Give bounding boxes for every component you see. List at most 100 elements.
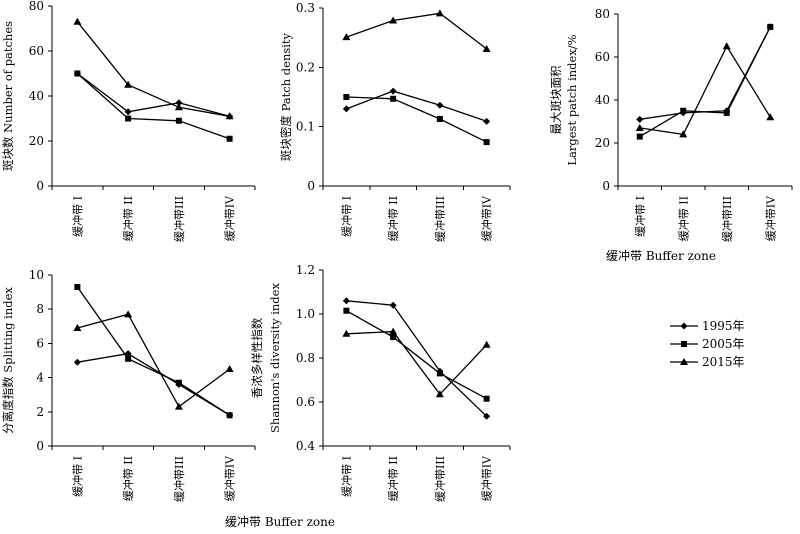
y-tick-label: 40 bbox=[595, 93, 610, 107]
y-tick-label: 10 bbox=[29, 268, 44, 282]
y-tick-label: 0.6 bbox=[296, 395, 315, 409]
x-tick-label: 缓冲带 I bbox=[339, 456, 353, 497]
y-tick-label: 0 bbox=[602, 179, 610, 193]
chart-panel-3: 0 20 40 60 80 缓冲带 I 缓冲带 II 缓冲带III 缓冲带IV 最大斑块面积 Lar… bbox=[549, 7, 793, 242]
chart-panel-4: 0 2 4 6 8 10 缓冲带 I 缓冲带 II 缓冲带III 缓冲带IV 分离度指数 Split… bbox=[1, 268, 256, 502]
series-line-2015年 bbox=[346, 330, 488, 396]
y-tick-label: 80 bbox=[595, 7, 610, 21]
data-point-square bbox=[175, 379, 182, 386]
data-point-triangle bbox=[635, 123, 644, 131]
data-point-square bbox=[74, 283, 81, 290]
y-tick-label: 1.0 bbox=[296, 307, 315, 321]
series-line-2015年 bbox=[76, 21, 230, 117]
series-line-2005年 bbox=[76, 73, 230, 140]
legend-item-2005: 2005年 bbox=[670, 337, 745, 351]
data-point-diamond bbox=[636, 115, 644, 123]
data-point-diamond bbox=[73, 358, 81, 366]
y-tick-label: 1.2 bbox=[296, 263, 315, 277]
series-line-2015年 bbox=[77, 313, 230, 408]
y-tick-label: 0.2 bbox=[296, 60, 315, 74]
x-tick-label: 缓冲带 I bbox=[339, 196, 353, 237]
y-tick-label: 0 bbox=[36, 439, 44, 453]
data-point-triangle bbox=[225, 365, 234, 373]
data-point-square bbox=[343, 307, 350, 314]
x-tick-label: 缓冲带III bbox=[172, 196, 186, 242]
data-point-diamond bbox=[483, 412, 491, 420]
data-point-diamond bbox=[483, 117, 491, 125]
y-tick-label: 20 bbox=[29, 134, 44, 148]
series-line-1995年 bbox=[346, 300, 488, 417]
data-point-triangle bbox=[435, 390, 444, 398]
series-line-1995年 bbox=[77, 72, 230, 117]
x-tick-label: 缓冲带IV bbox=[480, 195, 494, 241]
data-point-diamond bbox=[389, 301, 397, 309]
data-point-diamond bbox=[342, 105, 350, 113]
data-point-triangle bbox=[124, 80, 133, 88]
y-tick-label: 60 bbox=[29, 44, 44, 58]
legend-label-2015: 2015年 bbox=[702, 355, 745, 369]
series-line-2015年 bbox=[639, 44, 771, 136]
y-axis-label: 分离度指数 Splitting index bbox=[1, 287, 15, 434]
x-tick-label: 缓冲带 I bbox=[70, 196, 84, 237]
y-tick-label: 20 bbox=[595, 136, 610, 150]
y-axis-label: 斑块密度 Patch density bbox=[279, 32, 293, 161]
x-tick-label: 缓冲带 II bbox=[121, 456, 135, 501]
data-point-triangle bbox=[389, 327, 398, 335]
x-tick-label: 缓冲带 II bbox=[386, 196, 400, 241]
y-tick-label: 2 bbox=[36, 405, 44, 419]
series-line-2005年 bbox=[346, 310, 487, 400]
chart-panel-1: 0 20 40 60 80 缓冲带 I 缓冲带 II 缓冲带III 缓冲带IV 斑块数 Numbe… bbox=[1, 0, 256, 242]
x-tick-label: 缓冲带III bbox=[720, 196, 734, 242]
y-axis-label-zh: 最大斑块面积 bbox=[549, 65, 563, 134]
y-tick-label: 0.4 bbox=[296, 439, 315, 453]
y-tick-label: 80 bbox=[29, 0, 44, 13]
x-tick-label: 缓冲带IV bbox=[223, 455, 237, 501]
y-axis-label: 斑块数 Number of patches bbox=[1, 21, 15, 171]
data-point-square bbox=[226, 135, 233, 142]
data-point-square bbox=[680, 107, 687, 114]
data-point-triangle bbox=[73, 17, 82, 25]
x-axis-label-top: 缓冲带 Buffer zone bbox=[606, 248, 716, 263]
data-point-square bbox=[483, 395, 490, 402]
data-point-triangle bbox=[435, 9, 444, 17]
x-tick-label: 缓冲带III bbox=[433, 196, 447, 242]
y-tick-label: 60 bbox=[595, 50, 610, 64]
legend-item-2015: 2015年 bbox=[670, 355, 745, 369]
y-tick-label: 40 bbox=[29, 89, 44, 103]
series-line-2015年 bbox=[346, 12, 487, 50]
y-axis-label-en: Shannon's diversity index bbox=[268, 283, 282, 433]
y-tick-label: 0.1 bbox=[296, 120, 315, 134]
y-axis-label-zh: 香浓多样性指数 bbox=[250, 317, 264, 398]
data-point-diamond bbox=[389, 87, 397, 95]
chart-panel-2: 0 0.1 0.2 0.3 缓冲带 I 缓冲带 II 缓冲带III 缓冲带IV 斑块密度 Pat… bbox=[279, 1, 511, 242]
data-point-diamond bbox=[175, 99, 183, 107]
data-point-triangle bbox=[679, 130, 688, 138]
data-point-square bbox=[74, 70, 81, 77]
data-point-triangle bbox=[225, 112, 234, 120]
x-tick-label: 缓冲带 I bbox=[633, 196, 647, 237]
chart-panel-5: 0.4 0.6 0.8 1.0 1.2 缓冲带 I 缓冲带 II 缓冲带III 缓冲带IV 香浓多… bbox=[250, 263, 511, 502]
data-point-square bbox=[390, 95, 397, 102]
data-point-triangle bbox=[482, 340, 491, 348]
x-tick-label: 缓冲带 II bbox=[676, 196, 690, 241]
legend-label-1995: 1995年 bbox=[702, 319, 745, 333]
data-point-triangle bbox=[342, 33, 351, 41]
legend-label-2005: 2005年 bbox=[702, 337, 745, 351]
data-point-square bbox=[390, 334, 397, 341]
data-point-square bbox=[125, 355, 132, 362]
x-axis-label-bottom: 缓冲带 Buffer zone bbox=[225, 514, 335, 529]
data-point-triangle bbox=[722, 42, 731, 50]
data-point-square bbox=[226, 412, 233, 419]
x-tick-label: 缓冲带 I bbox=[70, 456, 84, 497]
y-tick-label: 0.8 bbox=[296, 351, 315, 365]
y-tick-label: 0.3 bbox=[296, 1, 315, 15]
data-point-triangle bbox=[174, 103, 183, 111]
x-tick-label: 缓冲带IV bbox=[223, 195, 237, 241]
x-tick-label: 缓冲带IV bbox=[480, 455, 494, 501]
data-point-square bbox=[125, 115, 132, 122]
legend-diamond-marker bbox=[680, 322, 688, 330]
y-tick-label: 0 bbox=[307, 179, 315, 193]
series-line-1995年 bbox=[639, 26, 771, 120]
legend-square-marker bbox=[681, 341, 687, 347]
